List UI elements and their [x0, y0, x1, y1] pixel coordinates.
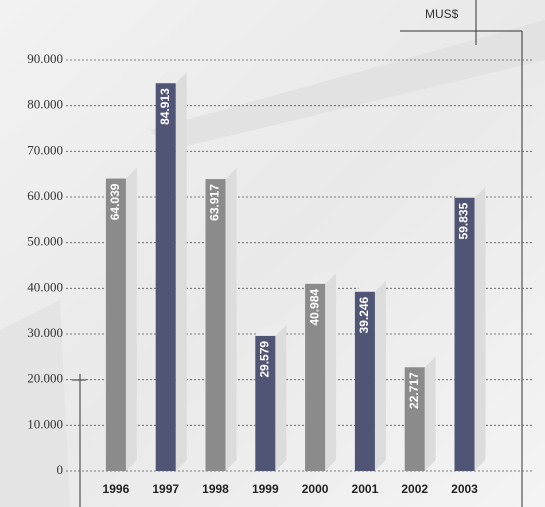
bar: [105, 178, 126, 471]
bar: [255, 335, 276, 471]
bar: [305, 283, 326, 471]
bar-top: [155, 72, 187, 84]
bar-side: [325, 272, 337, 471]
bar: [205, 179, 226, 471]
bar-top: [305, 272, 337, 284]
bar-side: [225, 168, 237, 471]
x-tick-label: 2000: [302, 482, 329, 496]
x-tick-label: 1996: [103, 482, 130, 496]
unit-label: MUS$: [425, 7, 459, 21]
value-label: 84.913: [158, 88, 172, 125]
bar-top: [404, 356, 436, 368]
bar-side: [175, 72, 187, 471]
y-tick-label: 30.000: [27, 325, 63, 340]
value-label: 29.579: [257, 341, 271, 378]
value-label: 63.917: [208, 184, 222, 221]
bar-side: [125, 167, 137, 471]
value-label: 64.039: [108, 183, 122, 220]
bar-side: [474, 186, 486, 472]
value-label: 39.246: [357, 296, 371, 333]
x-tick-label: 2001: [352, 482, 379, 496]
bar: [404, 367, 425, 471]
y-tick-label: 80.000: [27, 97, 63, 112]
value-label: 59.835: [457, 202, 471, 239]
y-tick-label: 40.000: [27, 279, 63, 294]
x-tick-label: 1999: [252, 482, 279, 496]
bar-side: [275, 324, 287, 471]
y-tick-label: 90.000: [27, 51, 63, 66]
bar: [454, 197, 475, 472]
y-tick-label: 20.000: [27, 371, 63, 386]
value-label: 40.984: [307, 289, 321, 326]
bar: [354, 291, 375, 471]
bar: [155, 83, 176, 471]
background-crane: [150, 20, 545, 150]
y-tick-label: 10.000: [27, 416, 63, 431]
y-tick-label: 50.000: [27, 234, 63, 249]
value-label: 22.717: [407, 372, 421, 409]
x-tick-label: 1997: [152, 482, 179, 496]
bar-top: [354, 280, 386, 292]
y-tick-label: 0: [57, 462, 64, 477]
y-tick-label: 60.000: [27, 188, 63, 203]
x-tick-label: 2003: [451, 482, 478, 496]
bar-side: [424, 356, 436, 471]
bar-side: [374, 280, 386, 471]
bar-top: [454, 186, 486, 198]
x-tick-label: 2002: [401, 482, 428, 496]
x-tick-label: 1998: [202, 482, 229, 496]
y-tick-label: 70.000: [27, 142, 63, 157]
bar-top: [255, 324, 287, 336]
bar-top: [205, 168, 237, 180]
background-tower: [0, 300, 70, 507]
bar-top: [105, 167, 137, 179]
